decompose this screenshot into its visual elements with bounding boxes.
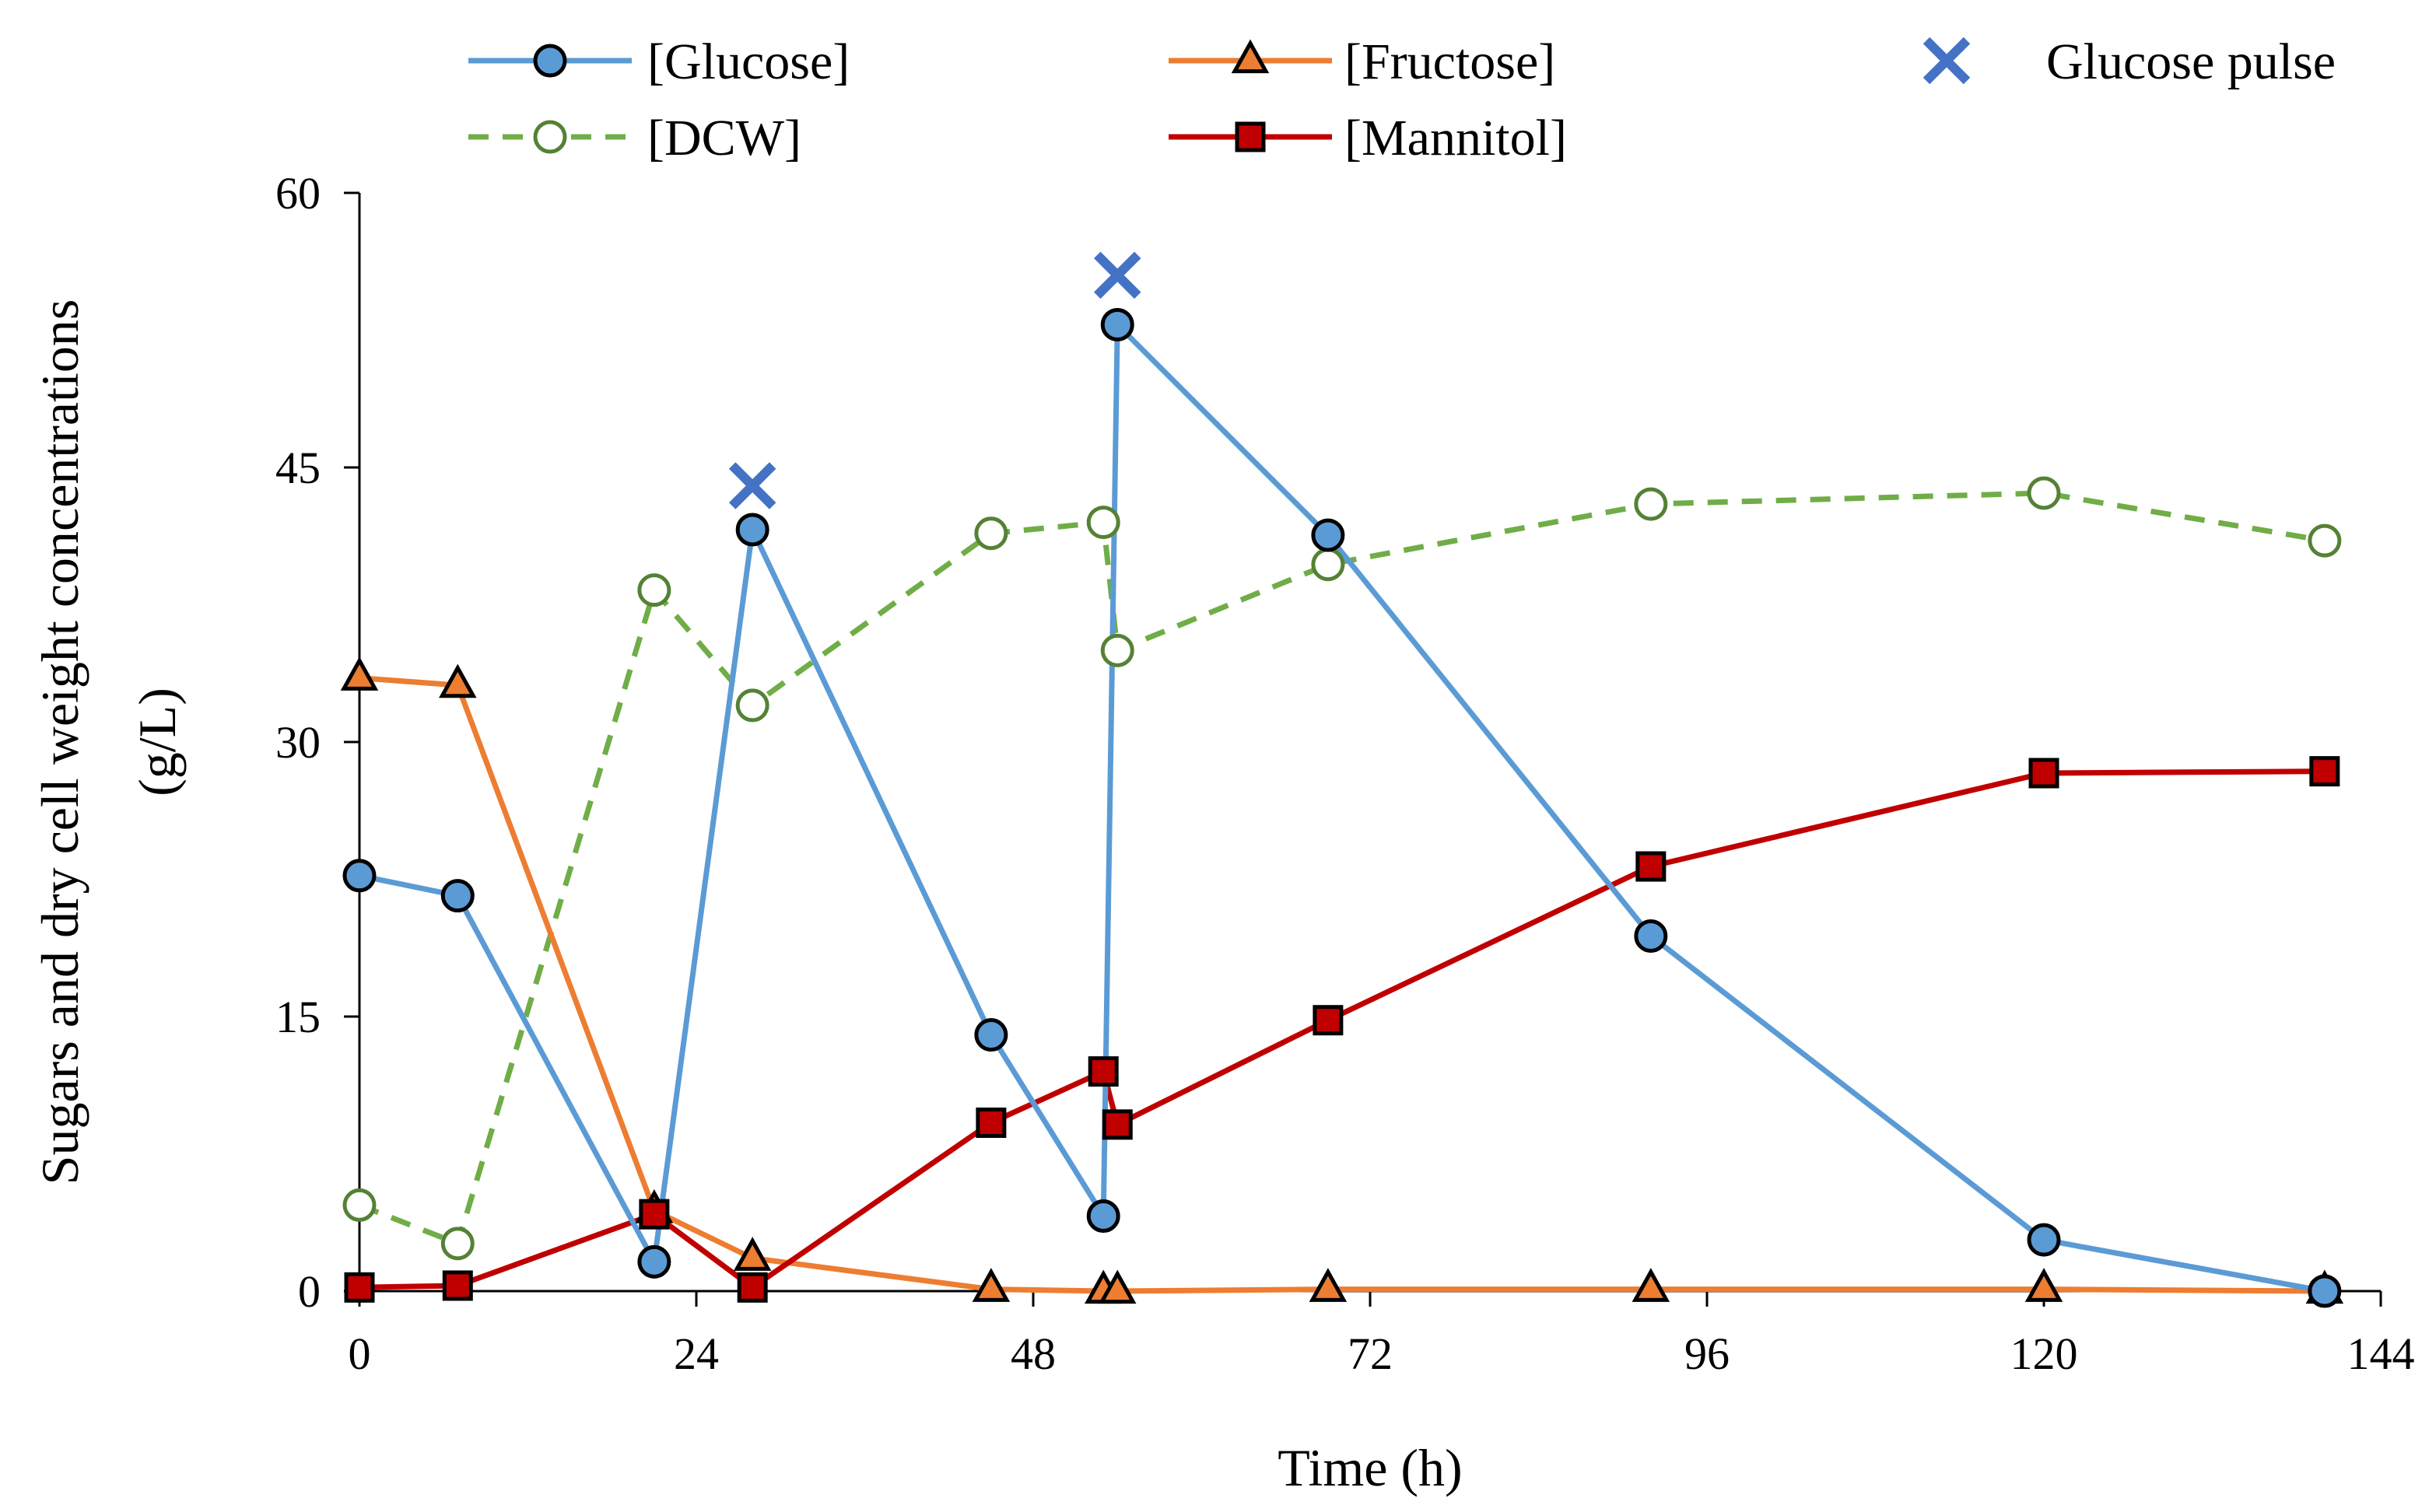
- y-axis-title-line-1: Sugars and dry cell weight concentration…: [30, 299, 89, 1185]
- data-point-glucose: [974, 1018, 1008, 1052]
- y-axis-title-line-2: (g/L): [128, 688, 187, 796]
- legend-marker-mannitol: [1235, 121, 1266, 152]
- y-axis-title: Sugars and dry cell weight concentration…: [30, 299, 187, 1185]
- data-point-dcw: [637, 573, 671, 607]
- data-point-fructose: [2024, 1268, 2063, 1302]
- data-point-fructose: [439, 663, 477, 698]
- data-point-mannitol: [1313, 1005, 1344, 1036]
- x-tick-label: 72: [1348, 1328, 1393, 1379]
- x-tick-label: 48: [1011, 1328, 1056, 1379]
- data-point-glucose: [1311, 518, 1345, 552]
- data-point-fructose: [1632, 1268, 1670, 1302]
- y-tick-label: 30: [275, 717, 321, 768]
- y-tick-label: 45: [275, 443, 321, 493]
- data-point-mannitol: [1635, 851, 1667, 882]
- legend: [Glucose] [Fructose] [DCW] [Mannitol] Gl…: [468, 33, 2336, 166]
- data-point-glucose: [2027, 1223, 2061, 1257]
- data-point-fructose: [1309, 1268, 1348, 1302]
- data-point-dcw: [1086, 506, 1120, 540]
- x-tick-label: 144: [2347, 1328, 2415, 1379]
- data-point-glucose: [735, 513, 769, 547]
- y-tick-label: 15: [275, 992, 321, 1042]
- x-tick-label: 96: [1684, 1328, 1730, 1379]
- data-point-mannitol: [1088, 1056, 1119, 1087]
- glucose-pulse-marker: [1094, 251, 1141, 299]
- data-point-mannitol: [1102, 1109, 1133, 1140]
- x-tick-label: 24: [674, 1328, 719, 1379]
- legend-item-mannitol: [Mannitol]: [1169, 110, 1567, 166]
- data-point-dcw: [735, 688, 769, 723]
- data-point-dcw: [1100, 633, 1134, 667]
- legend-label-glucose: [Glucose]: [647, 33, 850, 90]
- data-point-glucose: [440, 879, 475, 913]
- series-lines: [356, 321, 2328, 1294]
- data-point-dcw: [440, 1227, 475, 1261]
- data-point-mannitol: [344, 1272, 375, 1303]
- legend-label-mannitol: [Mannitol]: [1344, 110, 1567, 166]
- y-tick-label: 60: [275, 168, 321, 219]
- pulse-markers: [728, 251, 1141, 509]
- legend-marker-glucose: [533, 44, 567, 78]
- axes: [358, 193, 2381, 1293]
- x-axis-title: Time (h): [1278, 1438, 1462, 1497]
- ticks: [344, 191, 2382, 1307]
- legend-item-glucose-pulse: Glucose pulse: [1923, 33, 2336, 90]
- data-point-mannitol: [2028, 758, 2059, 789]
- data-point-dcw: [1634, 487, 1668, 521]
- data-point-mannitol: [737, 1272, 768, 1303]
- data-point-glucose: [637, 1244, 671, 1279]
- data-point-dcw: [2027, 476, 2061, 510]
- glucose-pulse-marker: [728, 462, 776, 509]
- legend-item-fructose: [Fructose]: [1169, 33, 1555, 90]
- data-point-dcw: [342, 1188, 377, 1222]
- data-point-glucose: [1634, 919, 1668, 953]
- data-point-mannitol: [2309, 756, 2340, 787]
- data-point-mannitol: [442, 1270, 473, 1301]
- legend-marker-fructose: [1231, 39, 1270, 74]
- legend-marker-dcw: [533, 120, 567, 154]
- data-point-fructose: [340, 656, 379, 691]
- data-point-fructose: [733, 1237, 772, 1271]
- x-tick-label: 0: [349, 1328, 371, 1379]
- legend-item-dcw: [DCW]: [468, 110, 801, 166]
- data-point-glucose: [1086, 1199, 1120, 1234]
- data-point-fructose: [1099, 1269, 1137, 1304]
- data-point-dcw: [974, 516, 1008, 551]
- series-markers: [340, 307, 2344, 1308]
- data-point-glucose: [342, 859, 377, 893]
- series-line-glucose: [356, 321, 2328, 1294]
- legend-label-fructose: [Fructose]: [1344, 33, 1555, 90]
- data-point-dcw: [2308, 523, 2342, 558]
- legend-marker-glucose-pulse: [1923, 37, 1971, 85]
- legend-label-glucose-pulse: Glucose pulse: [2046, 33, 2336, 90]
- y-tick-label: 0: [298, 1266, 321, 1317]
- data-point-mannitol: [639, 1199, 670, 1230]
- data-point-mannitol: [976, 1107, 1007, 1138]
- data-point-glucose: [2308, 1274, 2342, 1308]
- legend-item-glucose: [Glucose]: [468, 33, 850, 90]
- legend-label-dcw: [DCW]: [647, 110, 801, 166]
- data-point-fructose: [972, 1268, 1011, 1302]
- data-point-dcw: [1311, 548, 1345, 582]
- data-point-glucose: [1100, 307, 1134, 341]
- x-tick-label: 120: [2010, 1328, 2078, 1379]
- tick-labels: 0 15 30 45 60 0 24 48 72 96 120 144: [275, 168, 2415, 1379]
